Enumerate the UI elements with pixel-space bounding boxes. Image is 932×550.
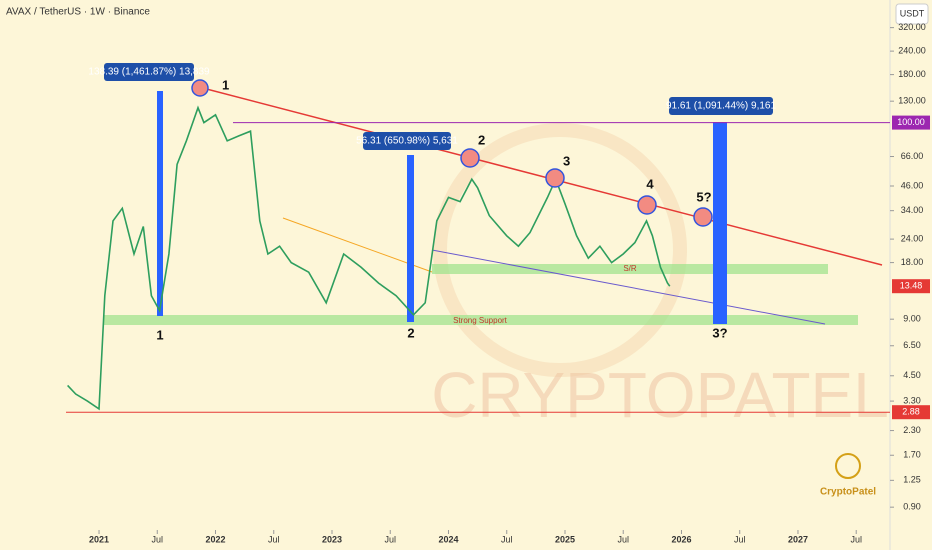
y-tick-label: 320.00 <box>898 22 926 32</box>
price-box <box>892 279 930 294</box>
price-label: 13.48 <box>900 281 923 291</box>
y-tick-label: 1.70 <box>903 450 921 460</box>
x-tick-label: Jul <box>384 534 396 544</box>
x-tick-label: 2024 <box>438 534 458 544</box>
measure-label: 91.61 (1,091.44%) 9,161 <box>666 101 777 112</box>
price-label: 100.00 <box>897 117 925 127</box>
chart-title: AVAX / TetherUS · 1W · Binance <box>6 7 150 18</box>
trend-line <box>431 249 826 325</box>
y-tick-label: 46.00 <box>901 180 924 190</box>
y-tick-label: 18.00 <box>901 257 924 267</box>
wave-label: 2 <box>478 132 485 147</box>
wave-label: 5? <box>696 189 711 204</box>
zone-label: Strong Support <box>453 316 508 325</box>
measure-bar <box>157 91 163 316</box>
x-tick-label: 2022 <box>205 534 225 544</box>
wave-point <box>460 148 480 168</box>
measure-box <box>104 63 194 81</box>
y-tick-label: 130.00 <box>898 96 926 106</box>
logo-text: CryptoPatel <box>820 487 876 498</box>
x-tick-label: Jul <box>501 534 513 544</box>
x-tick-label: Jul <box>268 534 280 544</box>
watermark: CRYPTOPATEL <box>431 359 889 431</box>
x-tick-label: Jul <box>734 534 746 544</box>
y-tick-label: 3.30 <box>903 395 921 405</box>
currency-box <box>895 3 929 25</box>
wave-point <box>545 168 565 188</box>
x-tick-label: 2026 <box>671 534 691 544</box>
measure-label: 138.39 (1,461.87%) 13,839 <box>88 67 210 78</box>
measure-label: 56.31 (650.98%) 5,631 <box>356 136 458 147</box>
y-tick-label: 9.00 <box>903 314 921 324</box>
watermark-logo <box>433 123 687 377</box>
y-tick-label: 240.00 <box>898 45 926 55</box>
price-box <box>892 405 930 420</box>
y-tick-label: 24.00 <box>901 233 924 243</box>
wave-label: 3? <box>712 325 727 340</box>
x-tick-label: 2025 <box>555 534 575 544</box>
y-tick-label: 0.90 <box>903 502 921 512</box>
measure-box <box>363 132 451 150</box>
sr-zone <box>432 264 828 274</box>
measure-bar <box>713 122 727 324</box>
wave-point <box>637 195 657 215</box>
x-tick-label: Jul <box>152 534 164 544</box>
y-tick-label: 66.00 <box>901 151 924 161</box>
wave-label: 1 <box>156 327 163 342</box>
price-box <box>892 115 930 130</box>
logo <box>835 453 861 479</box>
wave-label: 2 <box>407 325 414 340</box>
wave-point <box>191 79 209 97</box>
x-tick-label: 2027 <box>788 534 808 544</box>
zone-label: S/R <box>623 264 637 273</box>
y-tick-label: 6.50 <box>903 340 921 350</box>
y-tick-label: 2.30 <box>903 425 921 435</box>
currency: USDT <box>900 8 925 18</box>
wave-label: 4 <box>646 176 654 191</box>
y-tick-label: 180.00 <box>898 69 926 79</box>
x-tick-label: Jul <box>850 534 862 544</box>
price-label: 2.88 <box>902 407 920 417</box>
wave-label: 3 <box>563 153 570 168</box>
y-tick-label: 4.50 <box>903 370 921 380</box>
x-tick-label: 2023 <box>322 534 342 544</box>
wave-point <box>693 207 713 227</box>
support-zone <box>103 315 858 325</box>
x-tick-label: 2021 <box>89 534 109 544</box>
y-tick-label: 1.25 <box>903 475 921 485</box>
resistance-line <box>194 85 883 266</box>
y-tick-label: 34.00 <box>901 205 924 215</box>
price-line <box>67 105 671 411</box>
measure-bar <box>407 155 414 322</box>
wave-label: 1 <box>222 77 229 92</box>
x-tick-label: Jul <box>617 534 629 544</box>
measure-box <box>669 97 773 115</box>
